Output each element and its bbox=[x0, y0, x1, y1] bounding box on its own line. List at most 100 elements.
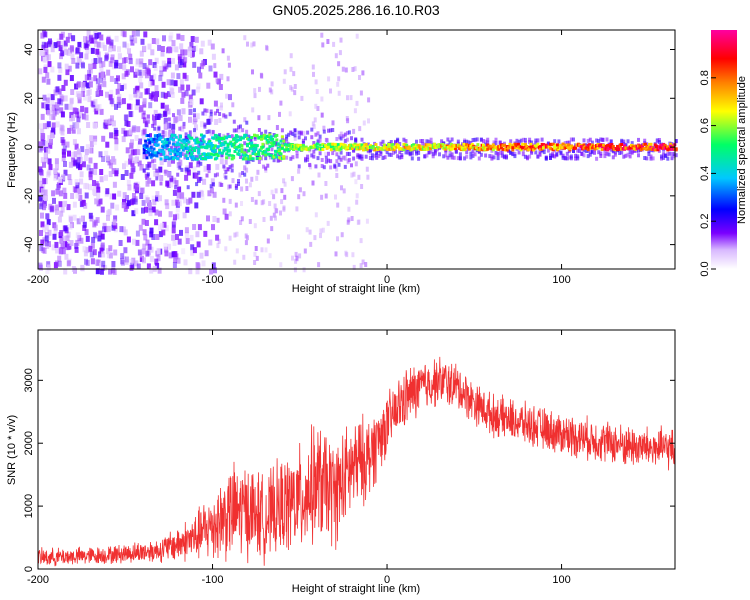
spectrogram-line-cell bbox=[159, 152, 163, 157]
spectrogram-line-cell bbox=[618, 151, 622, 155]
spectrogram-noise-cell bbox=[93, 58, 98, 64]
spectrogram-noise-cell bbox=[213, 63, 217, 69]
spectrogram-noise-cell bbox=[69, 111, 74, 118]
spectrogram-noise-cell bbox=[38, 180, 43, 187]
spectrogram-line-cell bbox=[312, 154, 316, 159]
spectrogram-noise-cell bbox=[101, 156, 106, 162]
spectrogram-line-cell bbox=[356, 143, 360, 147]
spectrogram-noise-cell bbox=[103, 264, 108, 271]
spectrogram-noise-cell bbox=[283, 194, 287, 200]
spectrogram-line-cell bbox=[565, 151, 569, 156]
spectrogram-line-cell bbox=[184, 132, 188, 137]
spectrogram-noise-cell bbox=[204, 250, 209, 257]
spectrogram-noise-cell bbox=[279, 100, 283, 106]
spectrogram-noise-cell bbox=[63, 40, 68, 47]
spectrogram-noise-cell bbox=[105, 91, 109, 98]
spectrogram-line-cell bbox=[657, 140, 661, 145]
spectrogram-noise-cell bbox=[44, 224, 49, 231]
spectrogram-noise-cell bbox=[109, 132, 114, 139]
spectrogram-noise-cell bbox=[105, 188, 110, 195]
spectrogram-noise-cell bbox=[308, 229, 312, 235]
spectrogram-noise-cell bbox=[293, 267, 297, 273]
spectrogram-line-cell bbox=[473, 137, 477, 142]
spectrogram-noise-cell bbox=[60, 95, 65, 102]
spectrogram-noise-cell bbox=[226, 55, 230, 61]
spectrogram-noise-cell bbox=[44, 146, 48, 153]
spectrogram-noise-cell bbox=[63, 161, 67, 167]
spectrogram-noise-cell bbox=[131, 157, 136, 164]
spectrogram-line-cell bbox=[448, 144, 452, 148]
spectrogram-line-cell bbox=[456, 139, 460, 144]
spectrogram-noise-cell bbox=[47, 109, 51, 116]
spectrogram-noise-cell bbox=[215, 78, 219, 84]
spectrogram-noise-cell bbox=[366, 174, 370, 180]
spectrogram-noise-cell bbox=[189, 99, 194, 105]
spectrogram-noise-cell bbox=[79, 171, 84, 178]
spectrogram-line-cell bbox=[201, 111, 205, 116]
spectrogram-line-cell bbox=[523, 147, 527, 151]
spectrogram-noise-cell bbox=[123, 247, 128, 254]
spectrogram-line-cell bbox=[360, 156, 364, 161]
spectrogram-noise-cell bbox=[295, 256, 299, 262]
spectrogram-noise-cell bbox=[327, 76, 331, 82]
spectrogram-noise-cell bbox=[44, 101, 49, 107]
spectrogram-line-cell bbox=[188, 130, 192, 135]
spectrogram-noise-cell bbox=[39, 264, 43, 271]
spectrogram-line-cell bbox=[179, 135, 182, 139]
spectrogram-line-cell bbox=[471, 138, 475, 142]
spectrogram-line-cell bbox=[320, 164, 324, 168]
spectrogram-line-cell bbox=[216, 154, 220, 157]
spectrogram-noise-cell bbox=[134, 184, 139, 191]
spectrogram-noise-cell bbox=[132, 238, 136, 245]
spectrogram-line-cell bbox=[611, 145, 615, 148]
spectrogram-noise-cell bbox=[99, 176, 104, 183]
spectrogram-noise-cell bbox=[122, 57, 126, 64]
spectrogram-line-cell bbox=[450, 155, 454, 160]
spectrogram-line-cell bbox=[421, 139, 425, 143]
spectrogram-noise-cell bbox=[135, 230, 140, 237]
spectrogram-line-cell bbox=[304, 136, 307, 141]
spectrogram-line-cell bbox=[599, 154, 603, 158]
spectrogram-line-cell bbox=[264, 166, 268, 171]
spectrogram-noise-cell bbox=[114, 62, 119, 69]
spectrogram-line-cell bbox=[427, 143, 431, 147]
spectrogram-line-cell bbox=[441, 142, 445, 146]
spectrogram-noise-cell bbox=[98, 151, 103, 158]
spectrogram-noise-cell bbox=[135, 85, 140, 92]
spectrogram-line-cell bbox=[463, 147, 467, 151]
spectrogram-noise-cell bbox=[111, 63, 116, 70]
spectrogram-line-cell bbox=[620, 138, 624, 143]
spectrogram-noise-cell bbox=[195, 231, 200, 238]
spectrogram-noise-cell bbox=[157, 44, 162, 51]
spectrogram-noise-cell bbox=[44, 49, 49, 56]
spectrogram-line-cell bbox=[669, 144, 673, 148]
spectrogram-line-cell bbox=[536, 138, 540, 143]
spectrogram-line-cell bbox=[529, 142, 533, 146]
spectrogram-line-cell bbox=[530, 140, 534, 145]
spectrogram-line-cell bbox=[199, 137, 203, 142]
spectrogram-noise-cell bbox=[67, 174, 72, 181]
spectrogram-line-cell bbox=[222, 113, 226, 118]
spectrogram-line-cell bbox=[331, 145, 335, 148]
spectrogram-noise-cell bbox=[180, 59, 184, 66]
spectrogram-line-cell bbox=[312, 141, 316, 145]
spectrogram-noise-cell bbox=[326, 39, 330, 44]
spectrogram-noise-cell bbox=[194, 115, 198, 122]
spectrogram-line-cell bbox=[162, 150, 166, 154]
spectrogram-noise-cell bbox=[68, 103, 73, 110]
spectrogram-noise-cell bbox=[151, 91, 156, 98]
spectrogram-line-cell bbox=[391, 150, 395, 155]
spectrogram-noise-cell bbox=[73, 159, 78, 166]
spectrogram-line-cell bbox=[345, 131, 349, 136]
spectrogram-line-cell bbox=[152, 137, 156, 141]
spectrogram-line-cell bbox=[662, 155, 666, 160]
spectrogram-line-cell bbox=[241, 153, 245, 157]
spectrogram-noise-cell bbox=[50, 66, 55, 73]
spectrogram-noise-cell bbox=[302, 267, 306, 273]
spectrogram-noise-cell bbox=[39, 230, 43, 236]
spectrogram-noise-cell bbox=[137, 160, 142, 167]
spectrogram-noise-cell bbox=[44, 54, 49, 61]
spectrogram-line-cell bbox=[225, 156, 229, 160]
spectrogram-noise-cell bbox=[59, 124, 64, 131]
